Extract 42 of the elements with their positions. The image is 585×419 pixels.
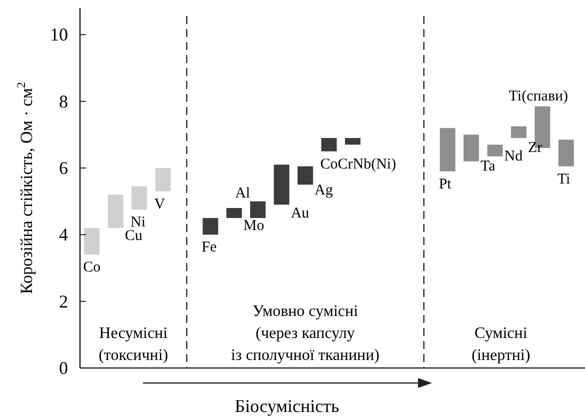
y-tick-label: 4 [59,224,68,245]
annotation: Cu [124,228,143,244]
annotation: Au [290,206,310,222]
annotation: Al [235,185,250,202]
annotation: Zr [528,140,542,156]
bar [250,201,266,218]
bar [132,186,148,210]
y-tick-label: 2 [59,291,68,312]
annotation: Сумісні (інертні) [472,325,530,364]
bar [155,168,171,192]
annotation: V [154,196,166,212]
annotation: Nd [504,148,524,164]
bar [464,134,480,162]
bar [510,126,526,138]
bar [226,208,242,218]
bar [84,228,100,255]
annotation: Pt [438,176,452,192]
annotation: Умовно сумісні (через капсулу із сполучної тканини) [231,303,380,364]
annotation: Ti [557,171,570,188]
annotation: Ti(спави) [508,88,568,104]
bar [440,128,456,172]
y-tick-label: 8 [59,91,68,112]
annotation: Ta [480,158,496,174]
bar [274,164,290,205]
y-tick-label: 10 [50,24,68,45]
bar [298,166,314,185]
y-tick-label: 0 [59,358,68,378]
annotation: CoCrNb(Ni) [320,156,396,172]
annotation: Несумісні (токсичні) [98,325,168,364]
x-axis-title: Біосумісність [234,396,340,416]
annotation: Co [83,260,101,276]
annotation: Ni [130,214,146,231]
bar [202,218,218,235]
bar [321,138,337,152]
y-tick-label: 6 [59,158,68,178]
bar [558,140,574,166]
bar [344,138,360,145]
annotation: Fe [202,240,218,256]
annotation: Ag [314,182,334,199]
bar [108,194,124,228]
annotation: Mo [243,218,264,234]
bar [487,144,503,156]
